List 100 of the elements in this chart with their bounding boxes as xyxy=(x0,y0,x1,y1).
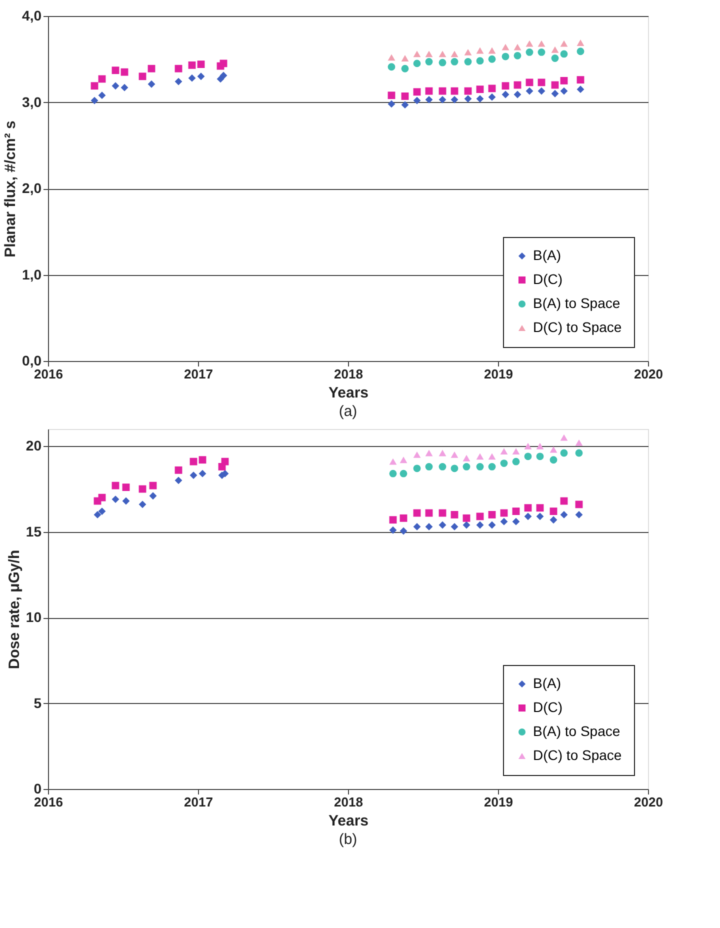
point xyxy=(149,492,157,500)
point xyxy=(550,456,558,464)
point xyxy=(512,458,520,466)
point xyxy=(90,82,98,90)
point xyxy=(413,50,421,58)
point xyxy=(388,92,396,100)
point xyxy=(98,494,106,502)
point xyxy=(464,49,472,56)
x-tick-label: 2020 xyxy=(634,794,663,810)
legend-label: D(C) xyxy=(533,271,563,287)
point xyxy=(174,78,182,86)
point xyxy=(98,92,106,100)
point xyxy=(488,463,496,470)
point xyxy=(462,521,470,529)
point xyxy=(401,92,409,100)
point xyxy=(488,521,496,529)
point xyxy=(476,512,484,520)
point xyxy=(462,463,470,470)
point xyxy=(560,449,568,457)
point xyxy=(488,84,496,92)
legend-label: D(C) to Space xyxy=(533,747,622,763)
point xyxy=(450,50,458,58)
point xyxy=(550,446,558,453)
x-tick-label: 2017 xyxy=(184,366,213,382)
point xyxy=(560,40,568,47)
point xyxy=(425,96,433,104)
point xyxy=(112,82,120,90)
point xyxy=(488,55,496,63)
point xyxy=(476,521,484,529)
point xyxy=(512,518,520,526)
point xyxy=(538,48,546,56)
point xyxy=(462,514,470,522)
point xyxy=(550,508,558,515)
point xyxy=(425,463,433,470)
point xyxy=(551,90,559,98)
point xyxy=(438,50,446,58)
point xyxy=(388,54,396,61)
point xyxy=(536,452,544,460)
point xyxy=(122,497,130,505)
point xyxy=(476,95,484,103)
legend-label: D(C) to Space xyxy=(533,319,622,335)
legend-label: B(A) xyxy=(533,247,561,263)
point xyxy=(413,88,421,96)
point xyxy=(538,78,546,86)
point xyxy=(524,512,532,520)
point xyxy=(576,48,584,56)
point xyxy=(488,47,496,54)
point xyxy=(198,470,206,478)
point xyxy=(450,96,458,104)
legend-label: B(A) to Space xyxy=(533,723,620,739)
point xyxy=(413,464,421,472)
x-tick-label: 2018 xyxy=(334,366,363,382)
point xyxy=(526,78,534,86)
point xyxy=(389,526,397,534)
point xyxy=(389,470,397,478)
point xyxy=(425,450,433,456)
point xyxy=(536,504,544,512)
point xyxy=(174,476,182,484)
y-axis-title: Dose rate, μGy/h xyxy=(6,550,23,670)
point xyxy=(389,458,397,465)
text: (b) xyxy=(338,831,358,848)
x-tick-label: 2016 xyxy=(34,794,63,810)
point xyxy=(413,96,421,104)
point xyxy=(438,58,446,66)
point xyxy=(576,86,584,94)
point xyxy=(112,482,120,490)
point xyxy=(198,456,206,464)
point xyxy=(462,454,470,462)
point xyxy=(524,452,532,460)
point xyxy=(526,87,534,95)
x-tick-label: 2017 xyxy=(184,794,213,810)
point xyxy=(464,58,472,66)
point xyxy=(221,458,229,466)
point xyxy=(512,448,520,454)
point xyxy=(500,460,508,467)
y-tick-label: 4,0 xyxy=(22,8,42,24)
point xyxy=(514,52,522,60)
point xyxy=(464,95,472,103)
point xyxy=(197,60,205,68)
point xyxy=(438,450,446,456)
point xyxy=(401,55,409,62)
point xyxy=(524,504,532,512)
point xyxy=(560,50,568,58)
point xyxy=(148,80,156,88)
point xyxy=(502,82,510,90)
point xyxy=(438,521,446,529)
point xyxy=(488,93,496,101)
point xyxy=(388,63,396,71)
point xyxy=(524,442,532,450)
point xyxy=(120,84,128,92)
point xyxy=(450,452,458,458)
point xyxy=(536,512,544,520)
point xyxy=(450,464,458,472)
point xyxy=(551,54,559,62)
point xyxy=(476,47,484,54)
point xyxy=(138,500,146,508)
point xyxy=(190,458,198,466)
point xyxy=(450,58,458,66)
point xyxy=(476,86,484,94)
point xyxy=(476,453,484,460)
